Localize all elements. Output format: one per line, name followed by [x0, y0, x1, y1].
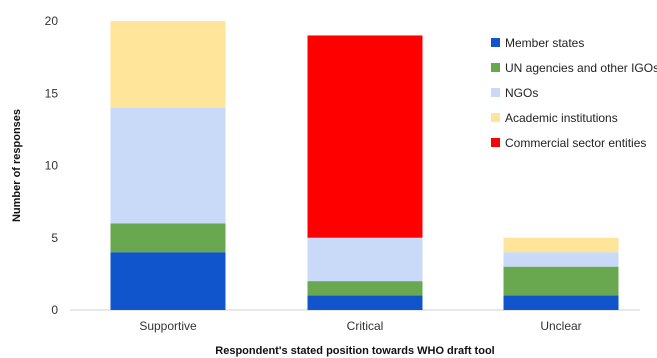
- legend-label: Commercial sector entities: [505, 136, 646, 150]
- legend-label: NGOs: [505, 86, 538, 100]
- bar-segment: [110, 107, 226, 224]
- x-tick-label: Unclear: [540, 319, 581, 333]
- bar-segment: [110, 21, 226, 108]
- x-axis-title: Respondent's stated position towards WHO…: [215, 345, 494, 357]
- y-tick-label: 0: [51, 303, 58, 317]
- legend-swatch: [491, 113, 500, 122]
- legend-swatch: [491, 88, 500, 97]
- y-axis-title: Number of responses: [11, 109, 23, 222]
- bar-segment: [307, 237, 423, 282]
- y-tick-label: 10: [45, 159, 59, 173]
- bar-segment: [110, 223, 226, 253]
- legend-label: Academic institutions: [505, 111, 618, 125]
- y-axis-ticks: 0 5 10 15 20: [45, 14, 59, 317]
- x-axis-ticks: Supportive Critical Unclear: [139, 319, 581, 333]
- bar-segment: [503, 252, 619, 267]
- x-tick-label: Supportive: [139, 319, 197, 333]
- x-tick-label: Critical: [347, 319, 384, 333]
- legend-label: UN agencies and other IGOs: [505, 61, 657, 75]
- y-tick-label: 5: [51, 231, 58, 245]
- bar-segment: [307, 295, 423, 310]
- legend-label: Member states: [505, 36, 584, 50]
- bar-segment: [503, 237, 619, 253]
- bars: [110, 21, 619, 310]
- bar-segment: [503, 266, 619, 296]
- legend: Member states UN agencies and other IGOs N…: [491, 36, 657, 150]
- bar-segment: [307, 35, 423, 238]
- bar-segment: [503, 295, 619, 310]
- y-tick-label: 20: [45, 14, 59, 28]
- legend-swatch: [491, 138, 500, 147]
- bar-segment: [307, 281, 423, 296]
- y-tick-label: 15: [45, 86, 59, 100]
- bar-segment: [110, 252, 226, 310]
- legend-swatch: [491, 38, 500, 47]
- legend-swatch: [491, 63, 500, 72]
